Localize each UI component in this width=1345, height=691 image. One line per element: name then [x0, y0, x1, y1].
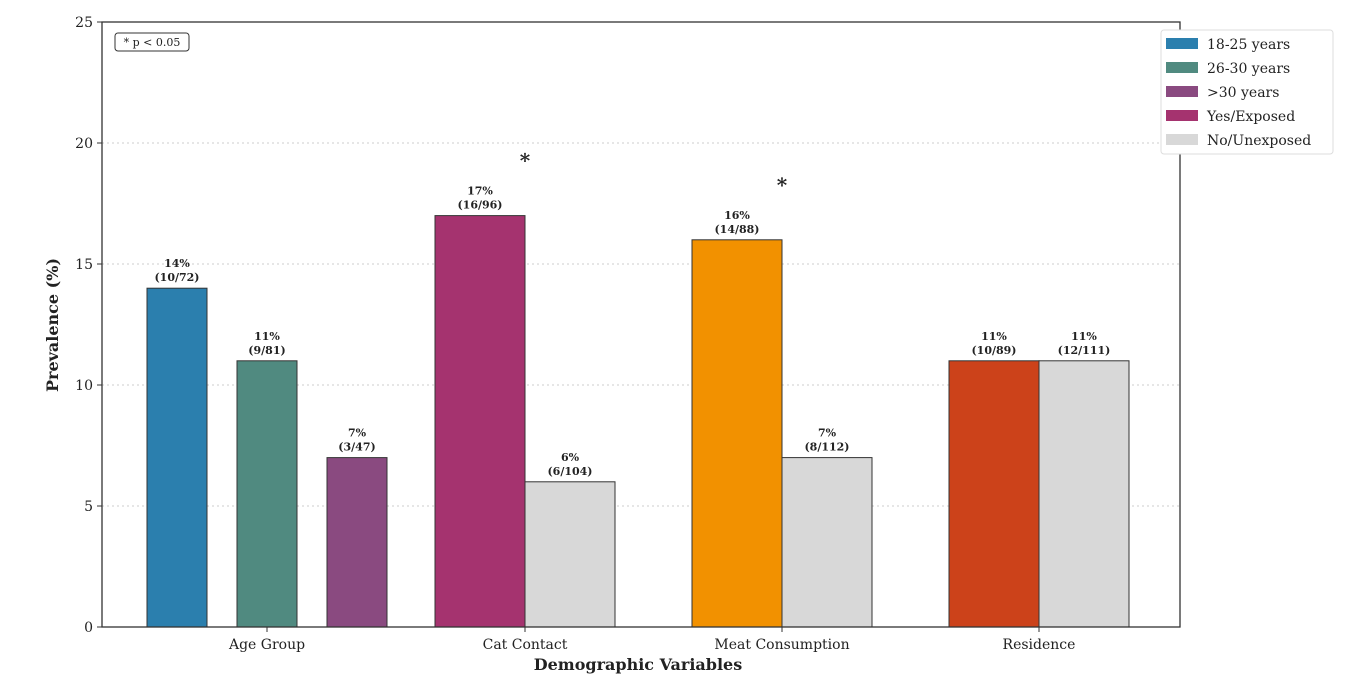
bar-age-group-1	[236, 360, 298, 628]
data-label-percent: 11%	[254, 330, 280, 343]
x-tick-label: Meat Consumption	[714, 637, 849, 653]
y-tick-label: 0	[84, 620, 93, 636]
x-tick-label: Residence	[1003, 637, 1076, 653]
data-label-percent: 14%	[164, 257, 190, 270]
legend-label: No/Unexposed	[1207, 133, 1311, 149]
plot-frame	[101, 21, 1181, 628]
data-label-percent: 16%	[724, 209, 750, 222]
bar-cat-contact-1	[524, 481, 616, 628]
data-label-percent: 7%	[818, 427, 837, 440]
legend-label: 26-30 years	[1207, 61, 1290, 77]
y-tick-label: 5	[84, 499, 93, 515]
bar-residence-1	[1038, 360, 1130, 628]
legend-label: 18-25 years	[1207, 37, 1290, 53]
data-label-count: (10/72)	[154, 271, 199, 284]
bar-age-group-2	[326, 457, 388, 628]
y-tick-label: 10	[75, 378, 93, 394]
y-tick-label: 15	[75, 257, 93, 273]
bar-residence-0	[948, 360, 1040, 628]
data-label-percent: 7%	[348, 427, 367, 440]
x-tick-label: Age Group	[228, 637, 305, 653]
significance-star: *	[520, 149, 531, 173]
data-label-count: (16/96)	[457, 199, 502, 212]
legend-label: Yes/Exposed	[1206, 109, 1295, 125]
data-label-percent: 6%	[561, 451, 580, 464]
data-label-count: (12/111)	[1058, 344, 1111, 357]
bar-meat-consumption-1	[781, 457, 873, 628]
data-label-count: (8/112)	[804, 441, 849, 454]
legend-swatch	[1166, 62, 1198, 73]
legend-label: >30 years	[1207, 85, 1279, 101]
x-axis-label: Demographic Variables	[534, 655, 743, 674]
significance-star: *	[777, 173, 788, 197]
legend-swatch	[1166, 86, 1198, 97]
x-tick-label: Cat Contact	[483, 637, 568, 653]
bar-meat-consumption-0	[691, 239, 783, 628]
data-label-count: (14/88)	[714, 223, 759, 236]
x-axis: Age Group Cat Contact Meat Consumption Resi…	[228, 627, 1075, 653]
bar-cat-contact-0	[434, 215, 526, 628]
legend: 18-25 years 26-30 years >30 years Yes/Expos…	[1160, 29, 1334, 155]
bar-age-group-0	[146, 287, 208, 628]
data-label-percent: 17%	[467, 185, 493, 198]
y-tick-label: 20	[75, 136, 93, 152]
legend-swatch	[1166, 134, 1198, 145]
bars: 14%(10/72)11%(9/81)7%(3/47)17%(16/96)6%(…	[146, 149, 1130, 628]
svg-text:* p < 0.05: * p < 0.05	[124, 36, 181, 49]
y-tick-label: 25	[75, 15, 93, 31]
data-label-count: (10/89)	[971, 344, 1016, 357]
data-label-percent: 11%	[1071, 330, 1097, 343]
y-axis-label: Prevalence (%)	[43, 258, 62, 392]
data-label-count: (3/47)	[338, 441, 375, 454]
y-axis: 0 5 10 15 20 25	[75, 15, 102, 636]
legend-swatch	[1166, 38, 1198, 49]
legend-swatch	[1166, 110, 1198, 121]
data-label-percent: 11%	[981, 330, 1007, 343]
data-label-count: (6/104)	[547, 465, 592, 478]
significance-note: * p < 0.05	[114, 32, 190, 52]
data-label-count: (9/81)	[248, 344, 285, 357]
